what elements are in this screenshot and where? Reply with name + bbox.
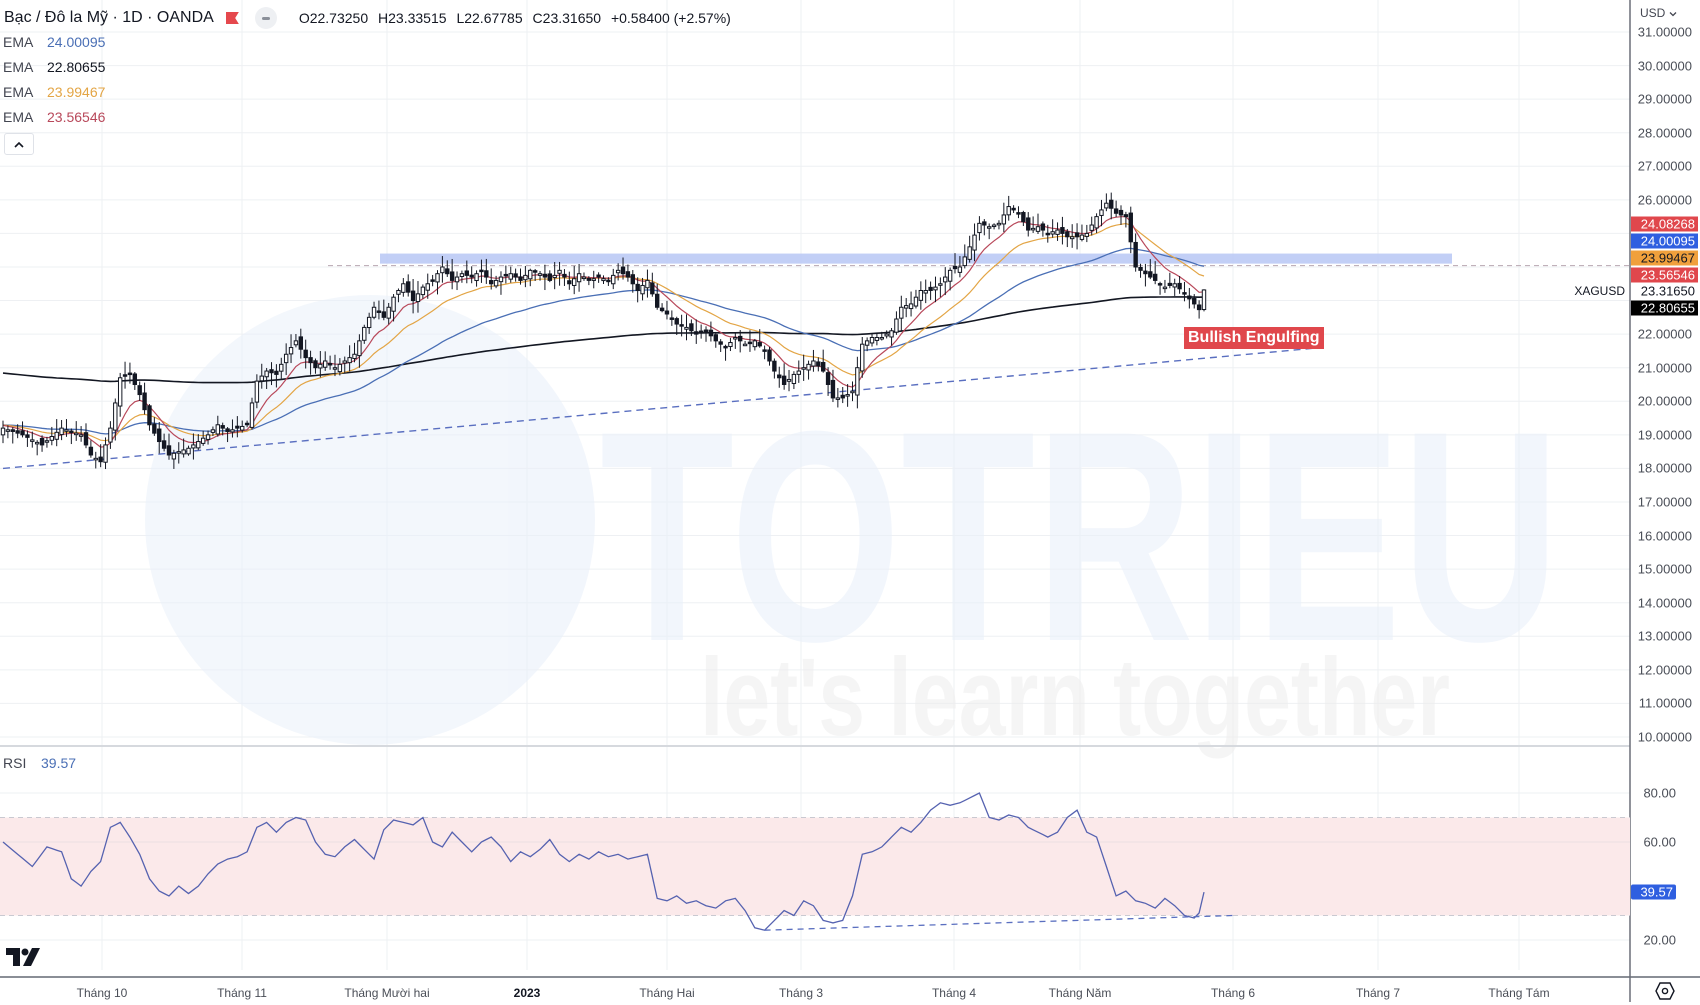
time-tick: Tháng 10: [76, 986, 128, 1000]
time-tick: Tháng Hai: [639, 986, 695, 1000]
collapse-legend-button[interactable]: [4, 133, 34, 155]
price-tick: 22.00000: [1637, 326, 1692, 342]
svg-text:TOTRIEU: TOTRIEU: [600, 368, 1560, 704]
symbol-tag: XAGUSD: [1574, 284, 1625, 298]
ema-value: 23.99467: [47, 84, 106, 100]
low-key: L: [456, 10, 465, 26]
ema-legend-3[interactable]: EMA 23.99467: [3, 84, 105, 100]
price-tag: 22.80655: [1631, 300, 1698, 316]
price-tick: 12.00000: [1637, 662, 1692, 678]
rsi-value: 39.57: [41, 755, 77, 771]
tradingview-logo-icon: [6, 948, 40, 966]
flag-icon[interactable]: [225, 12, 239, 24]
time-tick: Tháng 4: [931, 986, 977, 1000]
price-tick: 26.00000: [1637, 192, 1692, 208]
low-value: 22.67785: [464, 10, 523, 26]
ema-label: EMA: [3, 84, 34, 100]
hide-legend-icon[interactable]: [254, 7, 277, 29]
time-tick: Tháng 3: [778, 986, 824, 1000]
price-tick: 10.00000: [1637, 729, 1692, 745]
svg-text:let's learn together: let's learn together: [700, 636, 1450, 759]
rsi-divergence-line[interactable]: [764, 914, 1234, 931]
chart-settings-button[interactable]: [1655, 982, 1675, 1000]
price-tick: 28.00000: [1637, 125, 1692, 141]
time-tick: Tháng 6: [1210, 986, 1256, 1000]
pattern-annotation[interactable]: Bullish Engulfing: [1184, 327, 1324, 349]
ema-legend-4[interactable]: EMA 23.56546: [3, 109, 105, 125]
ohlc-values: O22.73250 H23.33515 L22.67785 C23.31650 …: [299, 10, 737, 26]
price-tag: 23.31650: [1640, 283, 1695, 299]
rsi-value-tag: 39.57: [1631, 884, 1676, 900]
ema-value: 23.56546: [47, 109, 106, 125]
tradingview-logo[interactable]: [6, 948, 40, 971]
ema-value: 24.00095: [47, 34, 106, 50]
price-tick: 11.00000: [1638, 695, 1692, 711]
support-trendline[interactable]: [2, 346, 1322, 470]
candles[interactable]: [0, 192, 1207, 470]
time-tick: Tháng 11: [217, 986, 267, 1000]
price-tick: 13.00000: [1637, 628, 1692, 644]
time-tick: Tháng Mười hai: [344, 986, 430, 1000]
title-row: Bạc / Đô la Mỹ · 1D · OANDA O22.73250 H2…: [4, 7, 737, 29]
price-tag: 23.99467: [1631, 250, 1698, 266]
price-tag: 23.56546: [1631, 267, 1698, 283]
price-tick: 14.00000: [1637, 595, 1692, 611]
price-tick: 27.00000: [1637, 158, 1692, 174]
price-tag: 24.08268: [1631, 216, 1698, 232]
change-value: +0.58400 (+2.57%): [610, 10, 731, 26]
ema-200-line[interactable]: [2, 296, 1205, 384]
symbol-title[interactable]: Bạc / Đô la Mỹ · 1D · OANDA: [4, 9, 214, 26]
price-axis[interactable]: 31.00000 30.00000 29.00000 28.00000 27.00000…: [1630, 0, 1700, 970]
close-key: C: [532, 10, 543, 26]
open-value: 22.73250: [309, 10, 369, 26]
price-tick: 31.00000: [1637, 24, 1692, 40]
open-key: O: [298, 10, 310, 26]
rsi-tick: 60.00: [1643, 834, 1676, 850]
chevron-down-icon: [1669, 12, 1677, 17]
price-tick: 19.00000: [1637, 427, 1692, 443]
settings-hexagon-icon: [1655, 982, 1675, 1000]
currency-dropdown[interactable]: USD: [1640, 6, 1677, 20]
ema-label: EMA: [3, 59, 34, 75]
price-tick: 16.00000: [1637, 528, 1692, 544]
chevron-up-icon: [14, 141, 24, 148]
high-value: 23.33515: [388, 10, 447, 26]
rsi-line[interactable]: [2, 792, 1205, 931]
time-axis[interactable]: Tháng 10 Tháng 11 Tháng Mười hai 2023 Tháng …: [0, 978, 1630, 1002]
ema-value: 22.80655: [47, 59, 106, 75]
currency-label: USD: [1640, 6, 1666, 20]
price-tag: 24.00095: [1631, 233, 1698, 249]
price-tick: 30.00000: [1637, 58, 1692, 74]
price-tick: 20.00000: [1637, 393, 1692, 409]
high-key: H: [378, 10, 389, 26]
time-tick: Tháng 7: [1355, 986, 1401, 1000]
rsi-tick: 80.00: [1643, 785, 1676, 801]
price-tick: 15.00000: [1637, 561, 1692, 577]
close-value: 23.31650: [542, 10, 602, 26]
time-tick: Tháng Năm: [1048, 986, 1112, 1000]
time-tick: Tháng Tám: [1488, 986, 1550, 1000]
ema-legend-1[interactable]: EMA 24.00095: [3, 34, 105, 50]
rsi-band: [0, 817, 1630, 916]
price-tick: 29.00000: [1637, 91, 1692, 107]
price-tick: 21.00000: [1637, 360, 1692, 376]
rsi-tick: 20.00: [1643, 932, 1676, 948]
price-tick: 17.00000: [1637, 494, 1692, 510]
ema-legend-2[interactable]: EMA 22.80655: [3, 59, 105, 75]
rsi-legend[interactable]: RSI 39.57: [3, 755, 76, 771]
rsi-label: RSI: [3, 755, 27, 771]
ema-label: EMA: [3, 34, 34, 50]
price-tick: 18.00000: [1637, 460, 1692, 476]
ema-label: EMA: [3, 109, 34, 125]
time-tick: 2023: [513, 986, 541, 1000]
resistance-zone[interactable]: [380, 253, 1452, 264]
